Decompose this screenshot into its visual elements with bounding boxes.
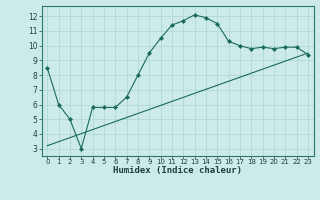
- X-axis label: Humidex (Indice chaleur): Humidex (Indice chaleur): [113, 166, 242, 175]
